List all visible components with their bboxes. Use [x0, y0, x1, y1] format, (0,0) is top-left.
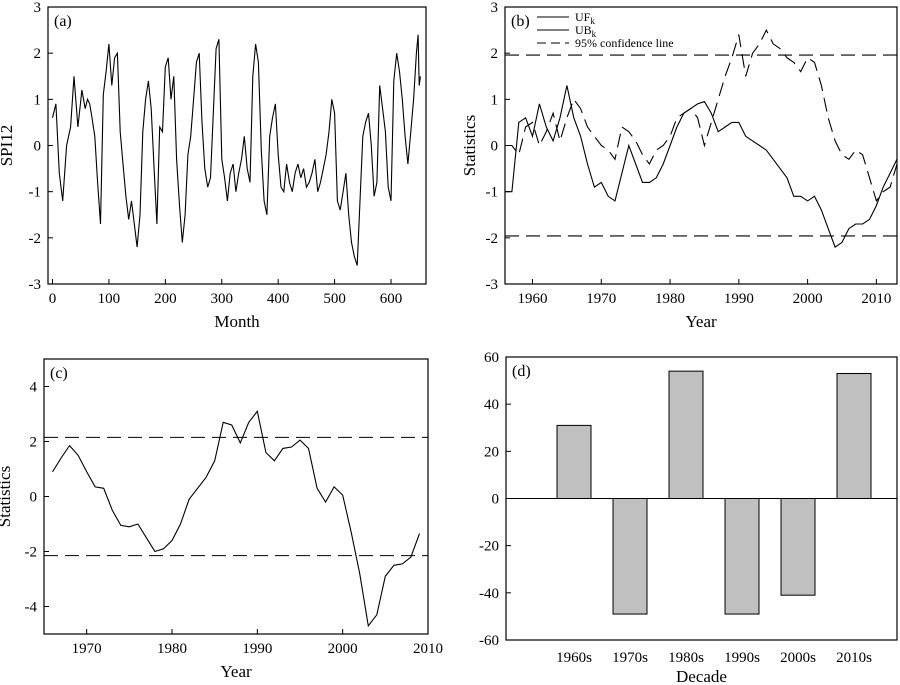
x-tick-label: 1980s — [668, 650, 704, 666]
y-tick-label: -1 — [29, 185, 42, 201]
x-tick-label: 1960s — [556, 650, 592, 666]
uf-series-line — [505, 85, 898, 248]
y-axis-label: Statistics — [0, 466, 14, 527]
bar-2000s — [780, 498, 816, 596]
y-tick-label: 0 — [34, 139, 42, 155]
y-tick-label: 20 — [484, 444, 499, 460]
plot-frame — [504, 6, 898, 285]
bar-1990s — [724, 498, 760, 615]
y-tick-label: 1 — [491, 92, 499, 108]
legend-entry: 95% confidence line — [575, 36, 674, 50]
x-tick-label: 2010s — [836, 650, 872, 666]
y-tick-label: -2 — [25, 545, 38, 561]
y-tick-label: 2 — [491, 46, 499, 62]
y-tick-label: 1 — [34, 92, 42, 108]
x-tick-label: 500 — [323, 291, 346, 307]
bar-1960s — [556, 424, 592, 499]
y-tick-label: -4 — [25, 600, 38, 616]
x-tick-label: 1970 — [586, 291, 616, 307]
y-tick-label: 60 — [484, 350, 499, 366]
x-axis-label: Year — [685, 312, 717, 331]
x-tick-label: 2010 — [861, 291, 891, 307]
x-tick-label: 2000 — [793, 291, 823, 307]
panel-label: (d) — [512, 363, 531, 380]
bar-1980s — [668, 370, 704, 499]
y-tick-label: 0 — [30, 490, 38, 506]
legend-entry: UBk — [575, 23, 597, 39]
x-tick-label: 1980 — [655, 291, 685, 307]
legend-subscript: k — [590, 16, 595, 26]
y-tick-label: -60 — [479, 633, 499, 649]
x-tick-label: 1960 — [518, 291, 548, 307]
x-tick-label: 1990 — [242, 641, 272, 657]
panel-b: -3 -2 -1 0 1 2 3 1960 1970 1980 1990 2000 2010 UFkUBk… — [460, 0, 898, 331]
y-tick-label: 4 — [30, 380, 38, 396]
y-tick-label: 0 — [491, 139, 499, 155]
panel-label: (c) — [50, 365, 68, 382]
y-axis-label: SPI12 — [0, 125, 16, 167]
y-tick-label: 3 — [34, 0, 42, 16]
y-tick-label: 2 — [34, 46, 42, 62]
y-tick-label: 2 — [30, 435, 38, 451]
x-tick-label: 300 — [211, 291, 234, 307]
x-tick-label: 0 — [49, 291, 57, 307]
x-tick-label: 2000 — [328, 641, 358, 657]
bar-2010s — [836, 373, 872, 499]
x-tick-label: 1980 — [157, 641, 187, 657]
panel-d: -60 -40 -20 0 20 40 60 1960s 1970s 1980s 1990s 2000… — [479, 350, 898, 685]
panel-label: (a) — [54, 13, 72, 30]
x-tick-label: 400 — [267, 291, 290, 307]
x-tick-label: 1970s — [612, 650, 648, 666]
y-axis-label: Statistics — [460, 115, 479, 176]
x-tick-label: 2010 — [413, 641, 443, 657]
statistics-series-line — [52, 410, 421, 628]
legend-entry: UFk — [575, 10, 595, 26]
x-axis-label: Year — [220, 662, 252, 681]
y-tick-label: 3 — [491, 0, 499, 16]
panel-c: -4 -2 0 2 4 1970 1980 1990 2000 2010 (c) Year Statis… — [0, 358, 443, 681]
panel-a: -3 -2 -1 0 1 2 3 0 100 200 300 400 500 600 (a) Month SPI… — [0, 0, 427, 331]
y-tick-label: -2 — [486, 231, 499, 247]
x-tick-label: 100 — [98, 291, 121, 307]
y-tick-label: -3 — [29, 277, 42, 293]
plot-frame — [47, 6, 427, 285]
x-tick-label: 1990s — [724, 650, 760, 666]
ub-series-line — [505, 28, 898, 203]
bar-1970s — [612, 498, 648, 615]
x-tick-label: 2000s — [780, 650, 816, 666]
x-tick-label: 600 — [380, 291, 403, 307]
y-tick-label: -40 — [479, 586, 499, 602]
y-tick-label: 40 — [484, 397, 499, 413]
legend-subscript: k — [592, 29, 597, 39]
x-tick-label: 200 — [154, 291, 177, 307]
plot-frame — [43, 358, 429, 635]
y-tick-label: -3 — [486, 277, 499, 293]
panel-label: (b) — [511, 13, 530, 30]
y-tick-label: 0 — [492, 492, 500, 508]
x-axis-label: Month — [214, 312, 260, 331]
x-tick-label: 1970 — [72, 641, 102, 657]
spi12-series-line — [51, 34, 421, 266]
y-tick-label: -2 — [29, 231, 42, 247]
y-tick-label: -20 — [479, 539, 499, 555]
x-tick-label: 1990 — [724, 291, 754, 307]
x-axis-label: Decade — [676, 667, 727, 685]
y-tick-label: -1 — [486, 185, 499, 201]
